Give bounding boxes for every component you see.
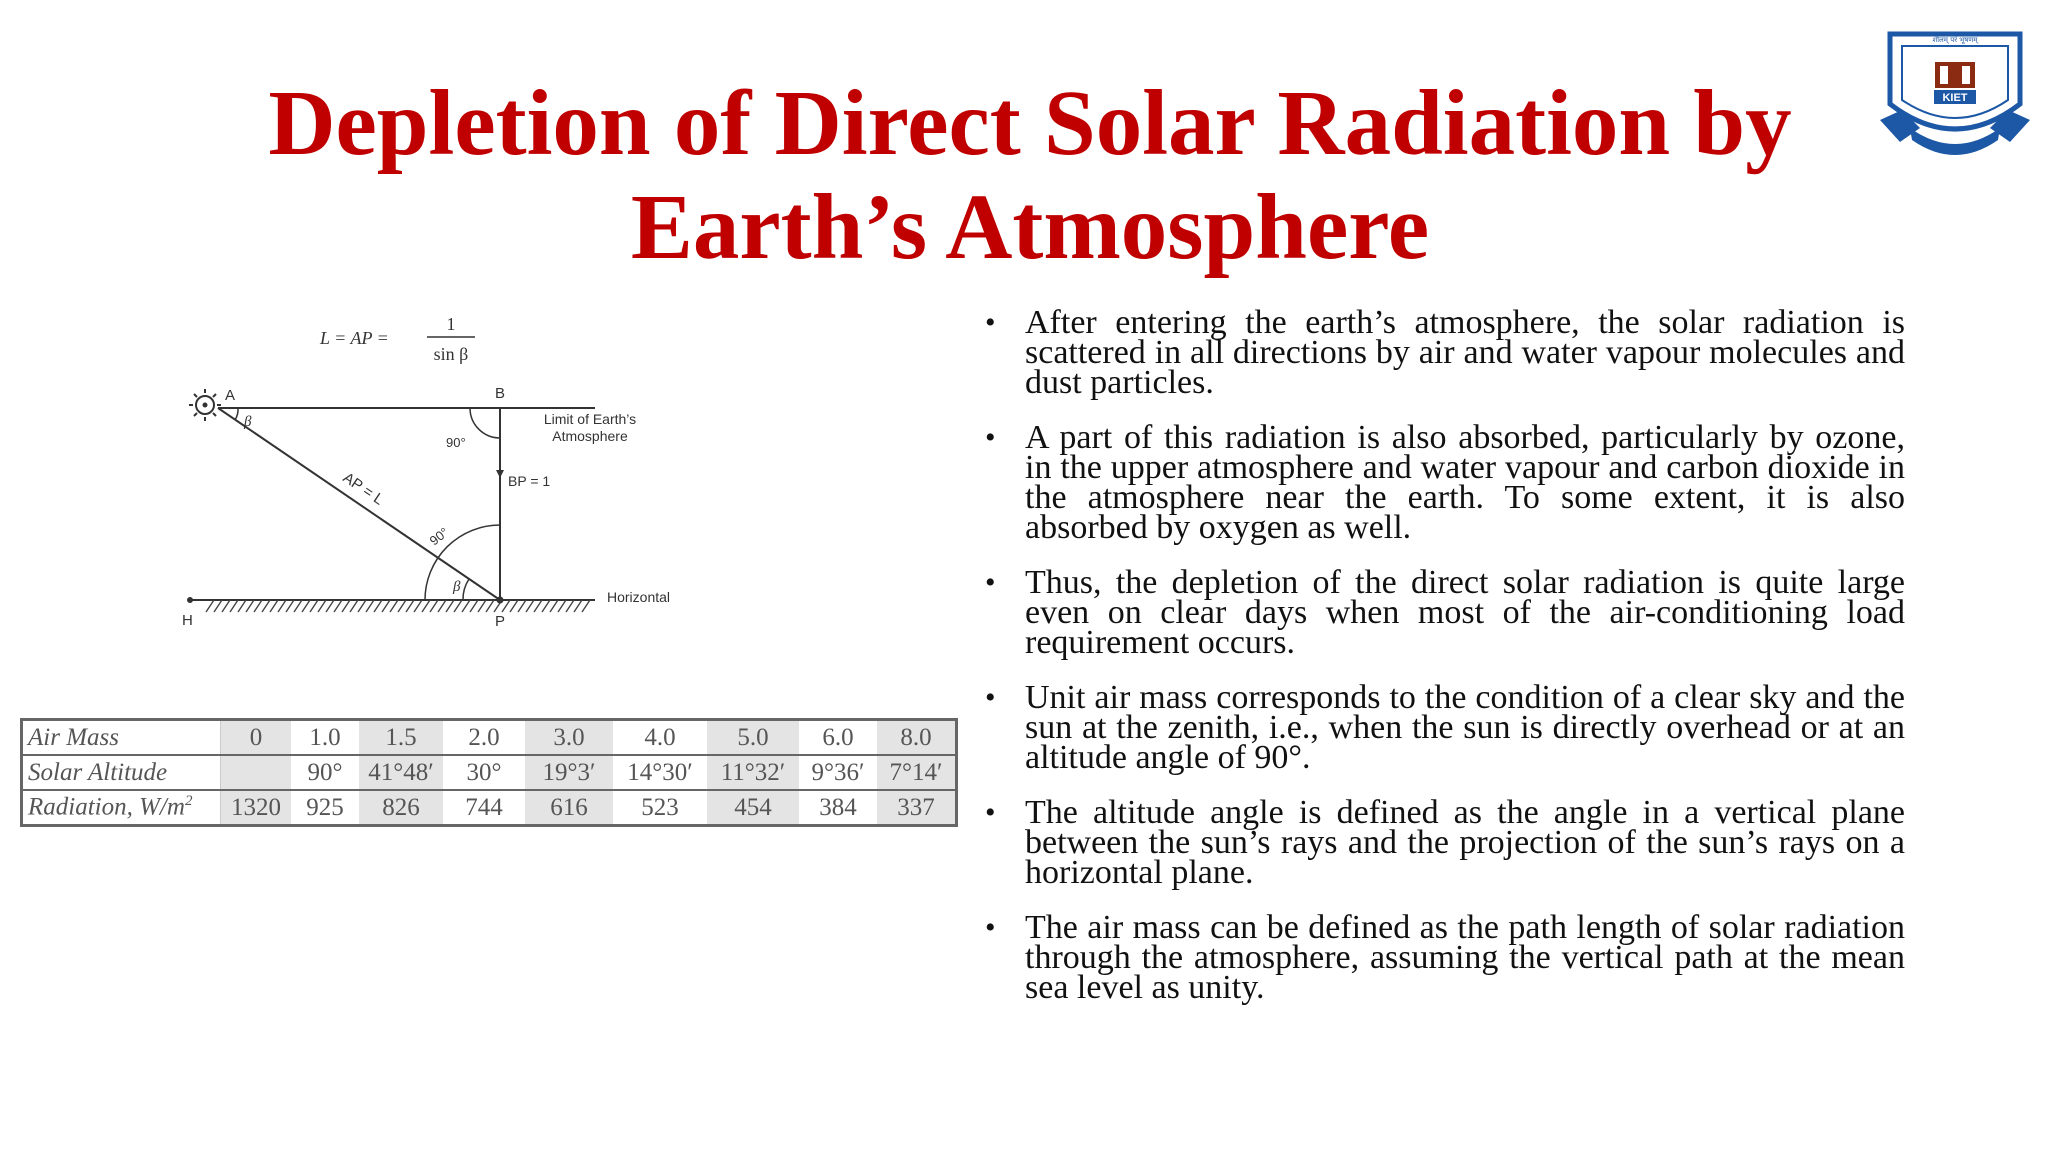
bullet-text: A part of this radiation is also absorbe…: [1025, 419, 1905, 546]
bullet-item: • After entering the earth’s atmosphere, …: [985, 306, 1905, 400]
radiation-unit-text: Radiation, W/m: [28, 793, 185, 821]
bullet-text: Unit air mass corresponds to the conditi…: [1025, 679, 1905, 776]
radiation-unit-exponent: 2: [184, 793, 193, 810]
bp-length-label: BP = 1: [508, 473, 550, 489]
table-cell: 11°32′: [707, 754, 799, 790]
logo-motto: शीलम् परं भूषणम्: [1932, 35, 1978, 44]
table-cell: 337: [877, 789, 957, 826]
table-cell: 616: [525, 789, 613, 826]
row-header-radiation: Radiation, W/m2: [21, 789, 221, 826]
bullet-dot-icon: •: [985, 911, 996, 944]
table-cell: 1.0: [309, 723, 341, 751]
bullet-text: Thus, the depletion of the direct solar …: [1025, 564, 1905, 661]
bullet-item: • Thus, the depletion of the direct solar…: [985, 566, 1905, 660]
table-row-solar-altitude: Solar Altitude 90° 41°48′ 30° 19°3′ 14°3…: [21, 754, 957, 790]
air-mass-table: Air Mass 0 1.0 1.5 2.0 3.0 4.0 5.0 6.0 8…: [20, 718, 958, 827]
table-cell: 30°: [443, 754, 525, 790]
atmosphere-limit-label-1: Limit of Earth’s: [544, 411, 636, 427]
table-row-air-mass: Air Mass 0 1.0 1.5 2.0 3.0 4.0 5.0 6.0 8…: [21, 719, 957, 755]
bullet-item: • The altitude angle is defined as the an…: [985, 796, 1905, 890]
angle-p-label: 90°: [427, 524, 452, 548]
title-line-1: Depletion of Direct Solar Radiation by: [268, 72, 1792, 175]
sun-icon: [189, 389, 221, 421]
ground-hatching: [205, 599, 591, 613]
point-h-label: H: [182, 612, 193, 629]
table-row-radiation: Radiation, W/m2 1320 925 826 744 616 523…: [21, 789, 957, 826]
ap-length-label: AP = L: [340, 469, 387, 508]
point-p-label: P: [495, 613, 505, 630]
bullet-text: The air mass can be defined as the path …: [1025, 909, 1905, 1006]
table-cell: [220, 754, 291, 790]
bullet-text: The altitude angle is defined as the ang…: [1025, 794, 1905, 891]
bullet-dot-icon: •: [985, 421, 996, 454]
bullet-item: • Unit air mass corresponds to the condit…: [985, 681, 1905, 775]
table-cell: 1.5: [359, 719, 443, 755]
row-header-air-mass: Air Mass: [21, 719, 221, 755]
table-cell: 925: [291, 789, 359, 826]
formula-numerator: 1: [447, 314, 456, 334]
atmosphere-limit-label-2: Atmosphere: [552, 428, 628, 444]
point-b-label: B: [495, 385, 505, 402]
bullet-item: • The air mass can be defined as the path…: [985, 911, 1905, 1005]
air-mass-diagram: L = AP = 1 sin β: [182, 314, 670, 630]
table-cell: 6.0: [822, 723, 854, 751]
table-cell: 8.0: [877, 719, 957, 755]
table-cell: 5.0: [707, 719, 799, 755]
formula-denominator: sin β: [434, 344, 469, 364]
table-cell: 19°3′: [525, 754, 613, 790]
table-cell: 523: [613, 789, 707, 826]
bullet-dot-icon: •: [985, 306, 996, 339]
table-cell: 41°48′: [359, 754, 443, 790]
table-cell: 14°30′: [613, 754, 707, 790]
table-cell: 90°: [291, 754, 359, 790]
logo-emblem-text: KIET: [1942, 92, 1967, 104]
table-cell: 1320: [220, 789, 291, 826]
bullet-dot-icon: •: [985, 681, 996, 714]
bullet-text: After entering the earth’s atmosphere, t…: [1025, 304, 1905, 401]
table-cell: 384: [799, 789, 877, 826]
bullet-list: • After entering the earth’s atmosphere, …: [985, 306, 1905, 1028]
table-cell: 7°14′: [877, 754, 957, 790]
table-cell: 2.0: [468, 723, 500, 751]
bullet-item: • A part of this radiation is also absorb…: [985, 421, 1905, 545]
bullet-dot-icon: •: [985, 566, 996, 599]
bullet-dot-icon: •: [985, 796, 996, 829]
point-a-label: A: [225, 387, 235, 404]
slide-title: Depletion of Direct Solar Radiation by E…: [180, 72, 1880, 280]
table-cell: 454: [707, 789, 799, 826]
beta-angle-label: β: [243, 414, 252, 430]
kiet-logo: KIET शीलम् परं भूषणम्: [1880, 31, 2030, 155]
angle-b-label: 90°: [446, 435, 466, 450]
table-cell: 3.0: [525, 719, 613, 755]
table-cell: 744: [443, 789, 525, 826]
table-cell: 4.0: [644, 723, 676, 751]
horizontal-label: Horizontal: [607, 589, 670, 605]
title-line-2: Earth’s Atmosphere: [630, 176, 1430, 279]
table-cell: 9°36′: [799, 754, 877, 790]
formula-lhs: L = AP =: [319, 328, 389, 348]
row-header-solar-altitude: Solar Altitude: [21, 754, 221, 790]
beta-angle-label-lower: β: [452, 579, 461, 595]
table-cell: 826: [359, 789, 443, 826]
table-cell: 0: [220, 719, 291, 755]
